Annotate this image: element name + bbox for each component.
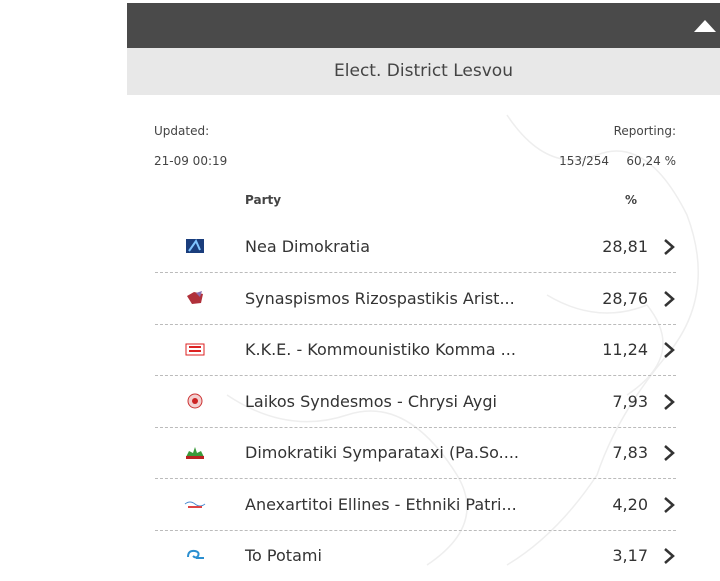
party-row[interactable]: Anexartitoi Ellines - Ethniki Patri... 4,… bbox=[155, 479, 676, 530]
chevron[interactable] bbox=[662, 290, 676, 308]
party-row[interactable]: Laikos Syndesmos - Chrysi Aygi 7,93 bbox=[155, 376, 676, 427]
party-logo bbox=[186, 238, 204, 253]
party-name: Laikos Syndesmos - Chrysi Aygi bbox=[245, 391, 497, 411]
party-name: Nea Dimokratia bbox=[245, 237, 371, 256]
row-separator bbox=[155, 272, 676, 273]
party-logo bbox=[186, 447, 204, 459]
district-title: Elect. District Lesvou bbox=[127, 48, 720, 95]
chevron[interactable] bbox=[662, 444, 676, 462]
party-percent: 7,83 bbox=[612, 443, 648, 462]
chevron[interactable] bbox=[662, 547, 676, 565]
chevron[interactable] bbox=[662, 496, 676, 514]
updated-value: 21-09 00:19 bbox=[154, 154, 228, 168]
row-separator bbox=[155, 375, 676, 376]
reporting-label: Reporting: bbox=[613, 124, 676, 138]
chevron[interactable] bbox=[662, 238, 676, 256]
party-percent: 3,17 bbox=[612, 546, 648, 565]
column-header: Party bbox=[245, 193, 282, 207]
party-percent: 11,24 bbox=[602, 340, 648, 359]
map-background bbox=[226, 114, 699, 566]
party-logo bbox=[187, 393, 203, 408]
party-percent: 4,20 bbox=[612, 494, 648, 514]
row-separator bbox=[155, 529, 676, 531]
collapse-button[interactable] bbox=[694, 19, 716, 33]
party-row[interactable]: K.K.E. - Kommounistiko Komma ... 11,24 bbox=[155, 324, 676, 375]
updated-label: Updated: bbox=[154, 124, 210, 138]
party-row[interactable]: To Potami 3,17 bbox=[155, 530, 676, 581]
party-name: K.K.E. - Kommounistiko Komma ... bbox=[245, 340, 516, 359]
top-bar bbox=[127, 3, 720, 48]
party-row[interactable]: Synaspismos Rizospastikis Arist... 28,76 bbox=[155, 273, 676, 324]
reporting-percent: 60,24 % bbox=[626, 154, 676, 168]
party-name: Synaspismos Rizospastikis Arist... bbox=[245, 288, 515, 308]
party-row[interactable]: Nea Dimokratia 28,81 bbox=[155, 221, 676, 272]
column-header: % bbox=[625, 193, 638, 207]
party-name: Dimokratiki Symparataxi (Pa.So.... bbox=[245, 443, 520, 462]
party-row[interactable]: Dimokratiki Symparataxi (Pa.So.... 7,83 bbox=[155, 427, 676, 478]
party-percent: 28,76 bbox=[602, 288, 648, 308]
party-percent: 7,93 bbox=[612, 391, 648, 411]
row-separator bbox=[155, 323, 676, 325]
party-logo bbox=[187, 549, 204, 559]
chevron[interactable] bbox=[662, 393, 676, 411]
party-logo bbox=[185, 343, 205, 356]
party-logo bbox=[187, 290, 203, 304]
row-separator bbox=[155, 426, 676, 428]
reporting-count: 153/254 bbox=[559, 154, 609, 168]
party-name: To Potami bbox=[245, 546, 322, 565]
party-percent: 28,81 bbox=[602, 237, 648, 256]
chevron[interactable] bbox=[662, 341, 676, 359]
row-separator bbox=[155, 478, 676, 479]
party-logo bbox=[184, 501, 206, 508]
party-name: Anexartitoi Ellines - Ethniki Patri... bbox=[245, 494, 517, 514]
